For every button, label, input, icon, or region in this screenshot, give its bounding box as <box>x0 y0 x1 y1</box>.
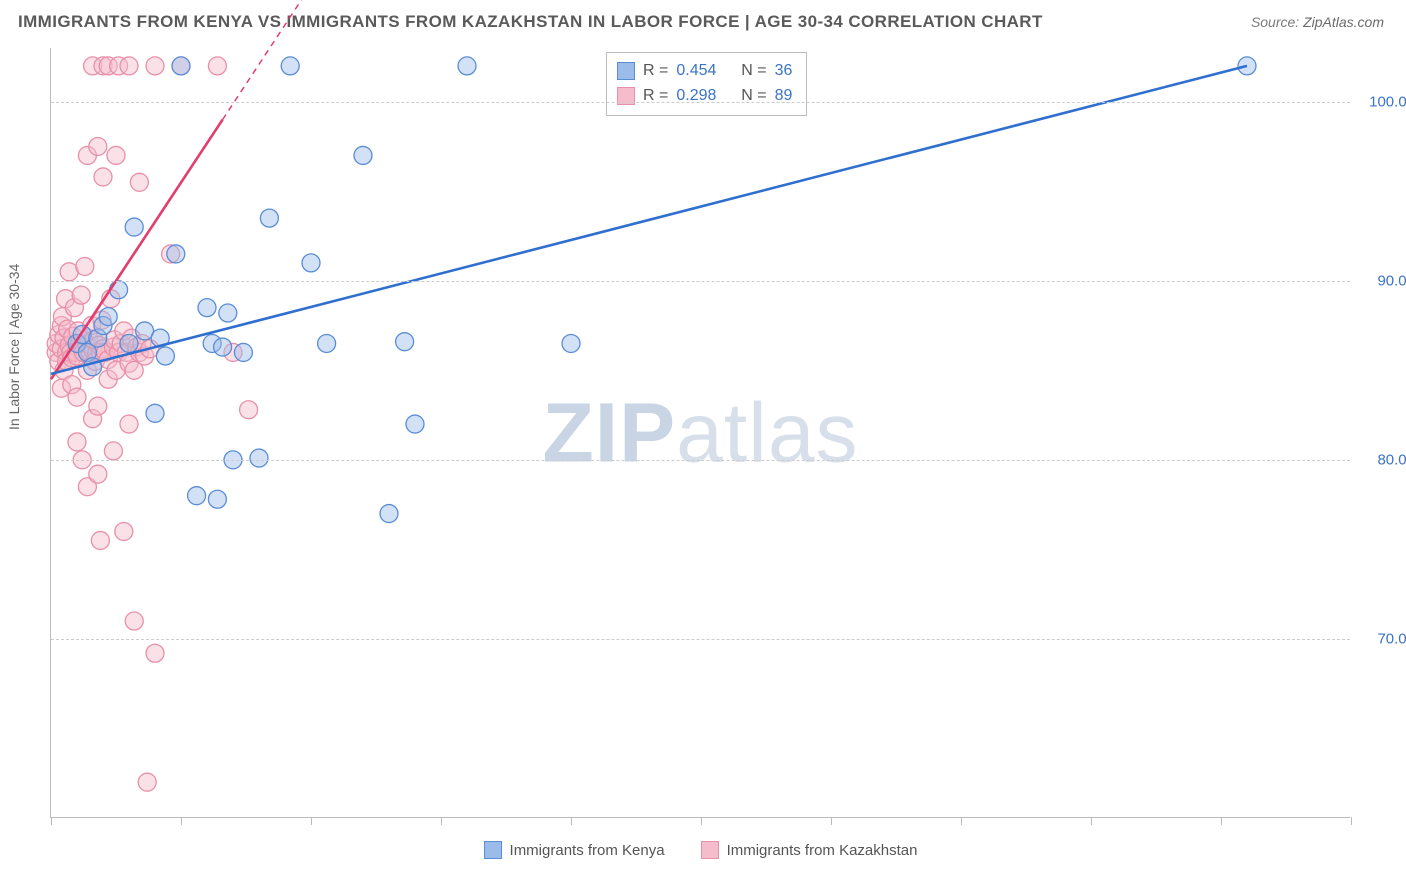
bottom-legend: Immigrants from Kenya Immigrants from Ka… <box>484 841 918 859</box>
y-tick-label: 70.0% <box>1360 630 1406 647</box>
y-tick-label: 90.0% <box>1360 272 1406 289</box>
data-point <box>68 388 86 406</box>
legend-item-1: Immigrants from Kenya <box>484 841 665 859</box>
data-point <box>219 304 237 322</box>
stats-r-label: R = <box>643 59 668 84</box>
data-point <box>240 401 258 419</box>
chart-title: IMMIGRANTS FROM KENYA VS IMMIGRANTS FROM… <box>18 12 1043 32</box>
data-point <box>138 773 156 791</box>
data-point <box>125 612 143 630</box>
y-tick-label: 80.0% <box>1360 451 1406 468</box>
data-point <box>281 57 299 75</box>
data-point <box>167 245 185 263</box>
y-axis-label: In Labor Force | Age 30-34 <box>6 264 22 430</box>
data-point <box>396 333 414 351</box>
x-tick <box>831 817 832 825</box>
data-point <box>214 338 232 356</box>
data-point <box>318 334 336 352</box>
swatch-series1 <box>617 62 635 80</box>
y-tick-label: 100.0% <box>1360 93 1406 110</box>
swatch-legend-1 <box>484 841 502 859</box>
x-tick <box>51 817 52 825</box>
data-point <box>172 57 190 75</box>
x-tick <box>311 817 312 825</box>
source-link[interactable]: ZipAtlas.com <box>1303 14 1384 30</box>
data-point <box>146 644 164 662</box>
x-tick <box>701 817 702 825</box>
x-tick <box>571 817 572 825</box>
gridline-h <box>51 460 1350 461</box>
data-point <box>146 57 164 75</box>
data-point <box>110 281 128 299</box>
stats-r-value-1: 0.454 <box>676 59 716 84</box>
x-tick <box>1091 817 1092 825</box>
data-point <box>198 299 216 317</box>
data-point <box>94 168 112 186</box>
data-point <box>99 308 117 326</box>
legend-item-2: Immigrants from Kazakhstan <box>701 841 918 859</box>
data-point <box>354 146 372 164</box>
data-point <box>562 334 580 352</box>
data-point <box>208 490 226 508</box>
legend-label-1: Immigrants from Kenya <box>510 842 665 859</box>
data-point <box>260 209 278 227</box>
data-point <box>1238 57 1256 75</box>
data-point <box>250 449 268 467</box>
data-point <box>72 286 90 304</box>
stats-r-label: R = <box>643 84 668 109</box>
x-tick <box>441 817 442 825</box>
data-point <box>234 343 252 361</box>
legend-label-2: Immigrants from Kazakhstan <box>727 842 918 859</box>
data-point <box>120 415 138 433</box>
data-point <box>406 415 424 433</box>
plot-area: ZIPatlas R = 0.454 N = 36 R = 0.298 N = … <box>50 48 1350 818</box>
data-point <box>125 218 143 236</box>
data-point <box>104 442 122 460</box>
data-point <box>380 505 398 523</box>
x-tick <box>181 817 182 825</box>
data-point <box>120 57 138 75</box>
stats-n-label: N = <box>741 59 766 84</box>
data-point <box>302 254 320 272</box>
data-point <box>89 137 107 155</box>
stats-r-value-2: 0.298 <box>676 84 716 109</box>
chart-svg <box>51 48 1350 817</box>
data-point <box>115 522 133 540</box>
stats-box: R = 0.454 N = 36 R = 0.298 N = 89 <box>606 52 807 116</box>
data-point <box>107 146 125 164</box>
data-point <box>208 57 226 75</box>
stats-row-series2: R = 0.298 N = 89 <box>617 84 792 109</box>
x-tick <box>961 817 962 825</box>
x-tick <box>1351 817 1352 825</box>
source-label: Source: <box>1251 14 1299 30</box>
data-point <box>458 57 476 75</box>
gridline-h <box>51 281 1350 282</box>
gridline-h <box>51 102 1350 103</box>
data-point <box>76 257 94 275</box>
data-point <box>120 334 138 352</box>
source-attribution: Source: ZipAtlas.com <box>1251 14 1384 30</box>
data-point <box>156 347 174 365</box>
stats-row-series1: R = 0.454 N = 36 <box>617 59 792 84</box>
data-point <box>89 465 107 483</box>
gridline-h <box>51 639 1350 640</box>
data-point <box>91 531 109 549</box>
data-point <box>188 487 206 505</box>
x-tick <box>1221 817 1222 825</box>
stats-n-value-2: 89 <box>775 84 793 109</box>
data-point <box>68 433 86 451</box>
data-point <box>146 404 164 422</box>
data-point <box>89 397 107 415</box>
stats-n-value-1: 36 <box>775 59 793 84</box>
stats-n-label: N = <box>741 84 766 109</box>
data-point <box>130 173 148 191</box>
swatch-legend-2 <box>701 841 719 859</box>
